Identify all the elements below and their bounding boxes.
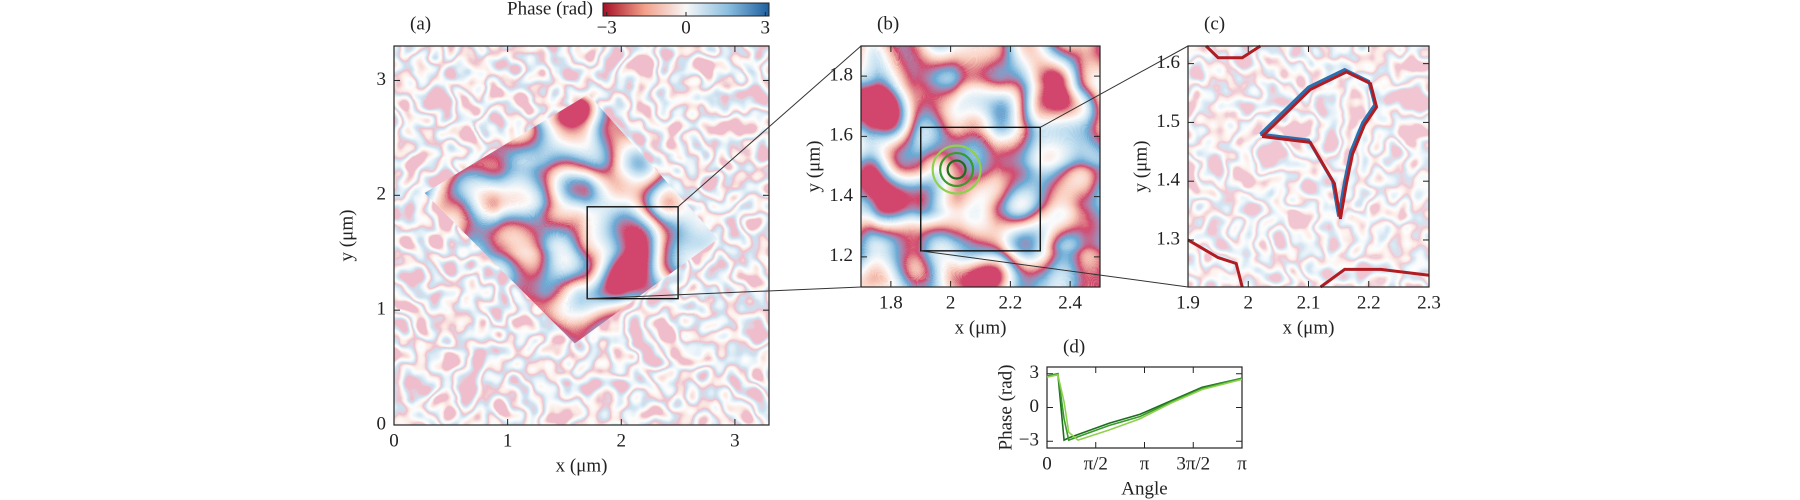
integration-loop xyxy=(939,151,975,188)
x-tick-label: 1 xyxy=(503,430,513,451)
colorbar-tick-label: 0 xyxy=(681,17,691,38)
integration-loop xyxy=(946,159,967,180)
x-tick-label: 2.3 xyxy=(1417,292,1441,313)
x-axis-label: x (μm) xyxy=(1283,317,1335,338)
series-line xyxy=(1046,373,1243,442)
x-tick-label: 2.2 xyxy=(999,292,1023,313)
colorbar-tick-label: −3 xyxy=(597,17,617,38)
y-axis-label: y (μm) xyxy=(1130,141,1151,193)
y-axis-label: y (μm) xyxy=(803,141,824,193)
x-tick-label: 2.2 xyxy=(1357,292,1381,313)
y-tick-label: 1.4 xyxy=(829,185,853,206)
y-tick-label: 0 xyxy=(1030,396,1040,417)
y-tick-label: 1.2 xyxy=(829,245,853,266)
integration-loop xyxy=(931,144,982,195)
series-line xyxy=(1046,372,1243,442)
colorbar-tick-label: 3 xyxy=(761,17,771,38)
panel-label: (a) xyxy=(410,13,431,34)
x-tick-label: 2 xyxy=(617,430,627,451)
y-tick-label: 2 xyxy=(377,184,387,205)
zoom-connector xyxy=(920,250,1189,288)
y-tick-label: 1.6 xyxy=(1156,52,1180,73)
phase-contour xyxy=(1319,267,1430,289)
x-tick-label: 1.9 xyxy=(1176,292,1200,313)
y-tick-label: 0 xyxy=(377,413,387,434)
zoom-connector xyxy=(1040,45,1189,128)
y-tick-label: 3 xyxy=(377,69,387,90)
zoom-connector xyxy=(677,45,862,208)
y-axis-label: Phase (rad) xyxy=(995,365,1016,451)
zoom-box xyxy=(586,206,679,300)
series-line xyxy=(1046,372,1243,442)
panel-label: (c) xyxy=(1204,13,1225,34)
x-tick-label: 2.4 xyxy=(1058,292,1082,313)
x-axis-label: x (μm) xyxy=(556,455,608,476)
y-tick-label: 1.8 xyxy=(829,64,853,85)
panel-label: (d) xyxy=(1063,336,1085,357)
y-tick-label: 1.6 xyxy=(829,125,853,146)
y-tick-label: 1 xyxy=(377,299,387,320)
plot-frame xyxy=(860,45,1101,288)
x-tick-label: 2 xyxy=(1244,292,1254,313)
phase-contour xyxy=(1205,44,1262,60)
x-tick-label: 3π/2 xyxy=(1176,453,1210,474)
x-tick-label: 0 xyxy=(389,430,399,451)
phase-contour xyxy=(1187,238,1244,288)
y-axis-label: y (μm) xyxy=(336,210,357,262)
x-tick-label: π xyxy=(1140,453,1150,474)
x-tick-label: 0 xyxy=(1042,453,1052,474)
plot-frame xyxy=(393,45,770,426)
y-tick-label: −3 xyxy=(1019,430,1039,451)
phase-contour xyxy=(1261,70,1379,220)
y-tick-label: 1.5 xyxy=(1156,111,1180,132)
y-tick-label: 1.3 xyxy=(1156,228,1180,249)
x-axis-label: Angle xyxy=(1121,478,1167,499)
x-tick-label: π xyxy=(1237,453,1247,474)
panel-label: (b) xyxy=(877,13,899,34)
y-tick-label: 1.4 xyxy=(1156,170,1180,191)
x-tick-label: 2.1 xyxy=(1297,292,1321,313)
zoom-connector xyxy=(587,286,862,300)
zoom-box xyxy=(920,126,1041,252)
x-tick-label: 2 xyxy=(946,292,956,313)
x-tick-label: π/2 xyxy=(1084,453,1108,474)
x-tick-label: 3 xyxy=(730,430,740,451)
x-axis-label: x (μm) xyxy=(955,317,1007,338)
x-tick-label: 1.8 xyxy=(879,292,903,313)
phase-map xyxy=(1188,46,1429,287)
colorbar-label: Phase (rad) xyxy=(507,0,593,19)
y-tick-label: 3 xyxy=(1030,362,1040,383)
